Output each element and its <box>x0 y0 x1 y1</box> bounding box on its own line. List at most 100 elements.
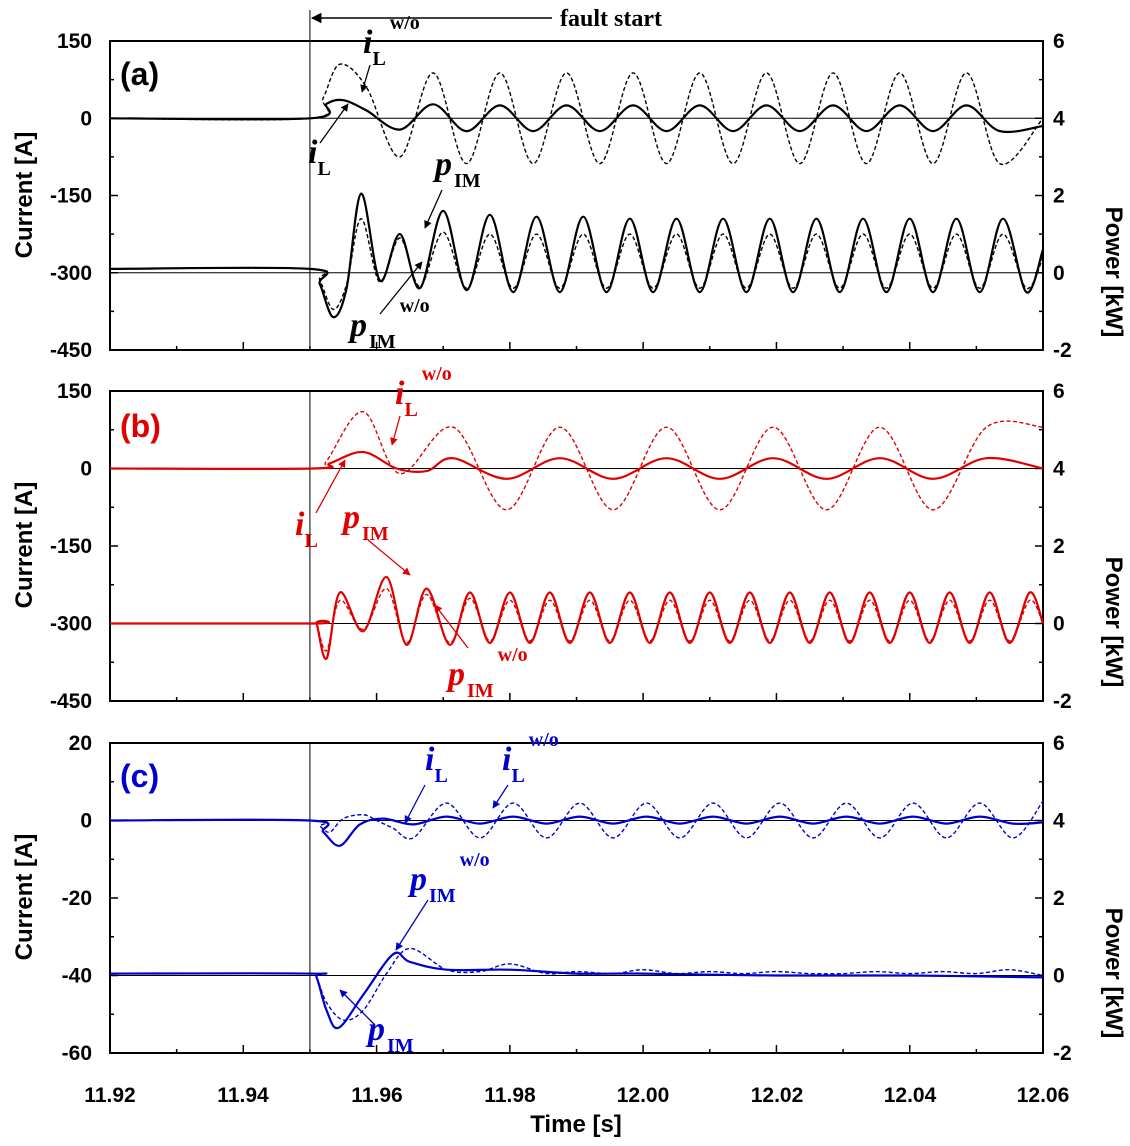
annotation-symbol: p <box>445 656 465 693</box>
y-tick-label-right: 0 <box>1053 262 1065 285</box>
y-tick-label-right: -2 <box>1053 690 1072 713</box>
y-tick-label-right: 2 <box>1053 185 1065 208</box>
annotation-symbol: i <box>295 506 305 543</box>
panel-letter: (c) <box>120 758 159 794</box>
y-tick-label-right: 6 <box>1053 380 1065 403</box>
annotation-arrow <box>395 899 429 951</box>
annotation-arrow <box>315 459 346 514</box>
series-il-wo-line <box>109 411 1044 511</box>
annotation-arrow <box>360 64 371 93</box>
series-il-line <box>109 98 1044 134</box>
annotation-label: p IMw/o <box>407 849 490 907</box>
annotation-symbol: i <box>425 741 435 778</box>
annotation-subscript: L <box>304 530 317 552</box>
panel-letter: (a) <box>120 56 159 92</box>
series-pim-wo-line <box>109 217 1044 311</box>
annotation-label: iL <box>295 506 318 552</box>
series-pim-wo-line <box>109 947 1044 1022</box>
y-tick-label-left: -300 <box>50 613 92 636</box>
series-pim-line <box>109 951 1044 1030</box>
x-tick-label: 11.96 <box>351 1084 402 1107</box>
y-tick-label-left: 150 <box>57 380 92 403</box>
annotation-arrow <box>424 189 443 229</box>
series-pim-wo-line <box>110 587 1044 652</box>
annotation-symbol: i <box>363 24 373 61</box>
series-il-wo-line <box>109 800 1044 840</box>
annotation-label: p IMw/o <box>445 644 528 702</box>
plot-frame <box>109 742 1044 1054</box>
annotation-label: iLw/o <box>363 12 420 70</box>
x-tick-label: 12.00 <box>617 1084 670 1107</box>
x-tick-labels: 11.92 11.94 11.96 11.98 12.00 12.02 12.0… <box>84 1084 1069 1107</box>
series-il-line <box>109 450 1044 480</box>
annotation-label: iLw/o <box>502 729 559 787</box>
annotation-label: iLw/o <box>395 363 452 421</box>
x-tick-label: 11.98 <box>484 1084 536 1107</box>
x-tick-label: 11.94 <box>217 1084 269 1107</box>
annotation-symbol: p <box>340 499 360 536</box>
annotation-label: iL <box>308 134 331 180</box>
y-tick-label-left: 0 <box>80 458 92 481</box>
panel-letter: (b) <box>120 408 161 444</box>
y-tick-label-right: 0 <box>1053 613 1065 636</box>
y-tick-label-right: 6 <box>1053 732 1065 755</box>
y-tick-label-right: 4 <box>1053 458 1065 481</box>
annotation-label: iL <box>425 741 448 787</box>
annotation-label: p IM <box>365 1011 414 1057</box>
annotation-arrow <box>404 784 426 824</box>
annotation-symbol: i <box>502 741 512 778</box>
y-tick-label-left: -300 <box>50 262 92 285</box>
annotation-arrow <box>367 539 411 576</box>
y-tick-label-right: 4 <box>1053 810 1065 833</box>
annotation-superscript: w/o <box>460 849 490 871</box>
series-pim-line <box>109 192 1045 319</box>
y-axis-title-right-a: Power [kW] <box>1100 207 1127 338</box>
annotation-subscript: IM <box>467 680 494 702</box>
y-tick-label-right: 2 <box>1053 887 1065 910</box>
x-tick-label: 12.02 <box>751 1084 804 1107</box>
annotation-arrow <box>434 604 469 649</box>
annotation-symbol: p <box>432 146 452 183</box>
y-tick-label-left: 150 <box>57 30 92 53</box>
x-tick-label: 12.06 <box>1017 1084 1070 1107</box>
x-axis-title: Time [s] <box>530 1111 622 1138</box>
y-tick-label-left: -150 <box>50 535 92 558</box>
annotation-subscript: IM <box>362 523 389 545</box>
annotation-superscript: w/o <box>390 12 420 34</box>
annotation-symbol: p <box>407 861 427 898</box>
series-il-wo-line <box>109 63 1044 165</box>
y-tick-label-left: -60 <box>62 1042 92 1065</box>
annotation-subscript: L <box>434 765 447 787</box>
annotation-subscript: IM <box>369 331 396 353</box>
y-axis-title-left-c: Current [A] <box>11 834 38 961</box>
annotation-subscript: L <box>372 48 385 70</box>
y-tick-label-left: -450 <box>50 690 92 713</box>
y-tick-label-left: -450 <box>50 339 92 362</box>
y-tick-label-right: 6 <box>1053 30 1065 53</box>
annotation-label: p IM <box>432 146 481 192</box>
y-tick-label-right: 4 <box>1053 107 1065 130</box>
annotation-symbol: i <box>395 375 405 412</box>
annotation-arrow <box>390 415 401 446</box>
plot-frame <box>109 390 1044 702</box>
y-tick-label-left: -150 <box>50 185 92 208</box>
annotation-subscript: IM <box>387 1035 414 1057</box>
plot-frame <box>109 40 1044 351</box>
y-axis-title-right-b: Power [kW] <box>1100 557 1127 688</box>
y-tick-label-left: 0 <box>80 810 92 833</box>
annotation-arrow <box>339 989 376 1026</box>
annotation-arrow <box>379 261 423 315</box>
annotation-superscript: w/o <box>498 644 528 666</box>
y-axis-title-right-c: Power [kW] <box>1100 908 1127 1039</box>
annotation-superscript: w/o <box>529 729 559 751</box>
y-tick-label-left: -40 <box>62 965 92 988</box>
annotation-symbol: p <box>347 307 367 344</box>
series-il-line <box>109 815 1044 847</box>
annotation-symbol: i <box>308 134 318 171</box>
y-tick-label-left: 20 <box>69 732 92 755</box>
y-tick-label-left: 0 <box>80 107 92 130</box>
annotation-subscript: L <box>317 158 330 180</box>
